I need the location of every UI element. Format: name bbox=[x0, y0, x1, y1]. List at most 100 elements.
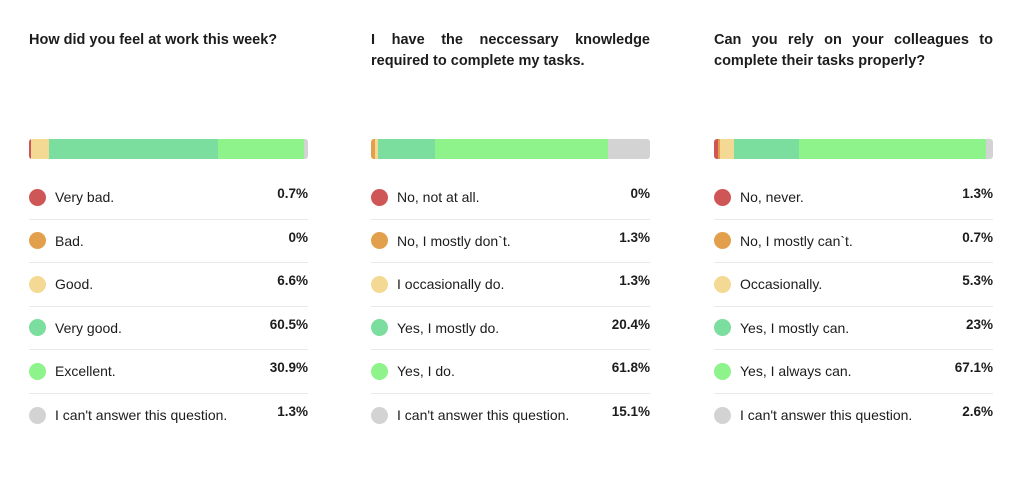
legend-dot-icon bbox=[714, 275, 731, 293]
answer-row: Good. 6.6% bbox=[29, 263, 308, 307]
answer-percentage: 15.1% bbox=[611, 403, 650, 419]
answer-label: Very bad. bbox=[55, 189, 115, 206]
answer-row: No, never. 1.3% bbox=[714, 176, 993, 220]
bar-segment bbox=[30, 139, 50, 159]
answer-label: Bad. bbox=[55, 232, 84, 249]
stacked-bar bbox=[371, 139, 650, 159]
answer-label: Occasionally. bbox=[740, 276, 823, 293]
answer-percentage: 0.7% bbox=[277, 186, 308, 201]
question-panel: I have the neccessary knowledge required… bbox=[371, 30, 650, 437]
question-panel: Can you rely on your colleagues to compl… bbox=[714, 30, 993, 437]
bar-segment bbox=[717, 139, 720, 159]
answer-row: Very good. 60.5% bbox=[29, 307, 308, 350]
bar-segment bbox=[218, 139, 305, 159]
answer-row: Yes, I always can. 67.1% bbox=[714, 350, 993, 394]
answer-row: I can't answer this question. 2.6% bbox=[714, 394, 993, 438]
answer-percentage: 30.9% bbox=[269, 360, 308, 375]
stacked-bar bbox=[714, 139, 993, 159]
legend-dot-icon bbox=[29, 188, 46, 206]
bar-segment bbox=[49, 139, 219, 159]
bar-segment bbox=[29, 139, 31, 159]
bar-segment bbox=[374, 139, 379, 159]
answer-label: Yes, I mostly can. bbox=[740, 319, 850, 336]
answer-percentage: 5.3% bbox=[962, 273, 993, 288]
answer-label: Yes, I always can. bbox=[740, 363, 852, 380]
answer-row: Yes, I do. 61.8% bbox=[371, 350, 650, 394]
answer-label: Excellent. bbox=[55, 363, 116, 380]
bar-segment bbox=[719, 139, 735, 159]
legend-dot-icon bbox=[371, 406, 388, 424]
question-title: Can you rely on your colleagues to compl… bbox=[714, 32, 993, 69]
bar-segment bbox=[985, 139, 993, 159]
answer-label: Yes, I mostly do. bbox=[397, 319, 500, 336]
answer-list: No, never. 1.3% No, I mostly can`t. 0.7% Occ… bbox=[714, 176, 993, 437]
legend-dot-icon bbox=[371, 362, 388, 380]
question-title: I have the neccessary knowledge required… bbox=[371, 32, 650, 69]
legend-dot-icon bbox=[714, 362, 731, 380]
legend-dot-icon bbox=[714, 188, 731, 206]
legend-dot-icon bbox=[29, 319, 46, 337]
answer-percentage: 1.3% bbox=[277, 403, 308, 419]
answer-list: Very bad. 0.7% Bad. 0% Good. 6.6% Very good. 60… bbox=[29, 176, 308, 437]
answer-label: Good. bbox=[55, 276, 94, 293]
answer-label: No, I mostly don`t. bbox=[397, 232, 511, 249]
answer-label: No, never. bbox=[740, 189, 804, 206]
answer-row: I occasionally do. 1.3% bbox=[371, 263, 650, 307]
answer-label: I can't answer this question. bbox=[740, 407, 913, 424]
answer-label: I can't answer this question. bbox=[397, 407, 570, 424]
answer-percentage: 6.6% bbox=[277, 273, 308, 288]
legend-dot-icon bbox=[714, 319, 731, 337]
bar-segment bbox=[371, 139, 375, 159]
legend-dot-icon bbox=[714, 232, 731, 250]
answer-label: Very good. bbox=[55, 319, 122, 336]
answer-row: Yes, I mostly do. 20.4% bbox=[371, 307, 650, 350]
answer-row: Bad. 0% bbox=[29, 220, 308, 263]
answer-label: No, not at all. bbox=[397, 189, 480, 206]
question-title: How did you feel at work this week? bbox=[29, 32, 278, 48]
legend-dot-icon bbox=[29, 406, 46, 424]
answer-percentage: 0% bbox=[630, 186, 650, 201]
bar-segment bbox=[378, 139, 436, 159]
bar-segment bbox=[734, 139, 799, 159]
answer-label: Yes, I do. bbox=[397, 363, 455, 380]
answer-percentage: 1.3% bbox=[619, 273, 650, 288]
answer-row: I can't answer this question. 1.3% bbox=[29, 394, 308, 438]
answer-percentage: 0% bbox=[288, 229, 308, 245]
legend-dot-icon bbox=[371, 188, 388, 206]
answer-row: Occasionally. 5.3% bbox=[714, 263, 993, 307]
answer-row: No, I mostly don`t. 1.3% bbox=[371, 220, 650, 263]
legend-dot-icon bbox=[371, 319, 388, 337]
answer-percentage: 61.8% bbox=[611, 360, 650, 375]
answer-percentage: 67.1% bbox=[954, 360, 993, 375]
legend-dot-icon bbox=[371, 275, 388, 293]
answer-percentage: 0.7% bbox=[962, 229, 993, 245]
stacked-bar bbox=[29, 139, 308, 159]
answer-label: I can't answer this question. bbox=[55, 407, 228, 424]
answer-percentage: 20.4% bbox=[611, 316, 650, 332]
bar-segment bbox=[435, 139, 608, 159]
legend-dot-icon bbox=[29, 232, 46, 250]
answer-percentage: 2.6% bbox=[962, 403, 993, 419]
answer-label: I occasionally do. bbox=[397, 276, 505, 293]
legend-dot-icon bbox=[714, 406, 731, 424]
answer-label: No, I mostly can`t. bbox=[740, 232, 853, 249]
answer-row: Excellent. 30.9% bbox=[29, 350, 308, 394]
answer-percentage: 60.5% bbox=[269, 316, 308, 332]
legend-dot-icon bbox=[29, 275, 46, 293]
answer-row: Yes, I mostly can. 23% bbox=[714, 307, 993, 350]
legend-dot-icon bbox=[371, 232, 388, 250]
answer-list: No, not at all. 0% No, I mostly don`t. 1.3%… bbox=[371, 176, 650, 437]
answer-row: I can't answer this question. 15.1% bbox=[371, 394, 650, 438]
bar-segment bbox=[607, 139, 650, 159]
question-panel: How did you feel at work this week? Very… bbox=[29, 30, 308, 437]
bar-segment bbox=[798, 139, 986, 159]
answer-percentage: 23% bbox=[965, 316, 993, 332]
bar-segment bbox=[304, 139, 308, 159]
answer-percentage: 1.3% bbox=[619, 229, 650, 245]
answer-row: Very bad. 0.7% bbox=[29, 176, 308, 220]
legend-dot-icon bbox=[29, 362, 46, 380]
answer-row: No, not at all. 0% bbox=[371, 176, 650, 220]
answer-percentage: 1.3% bbox=[962, 186, 993, 201]
bar-segment bbox=[714, 139, 718, 159]
